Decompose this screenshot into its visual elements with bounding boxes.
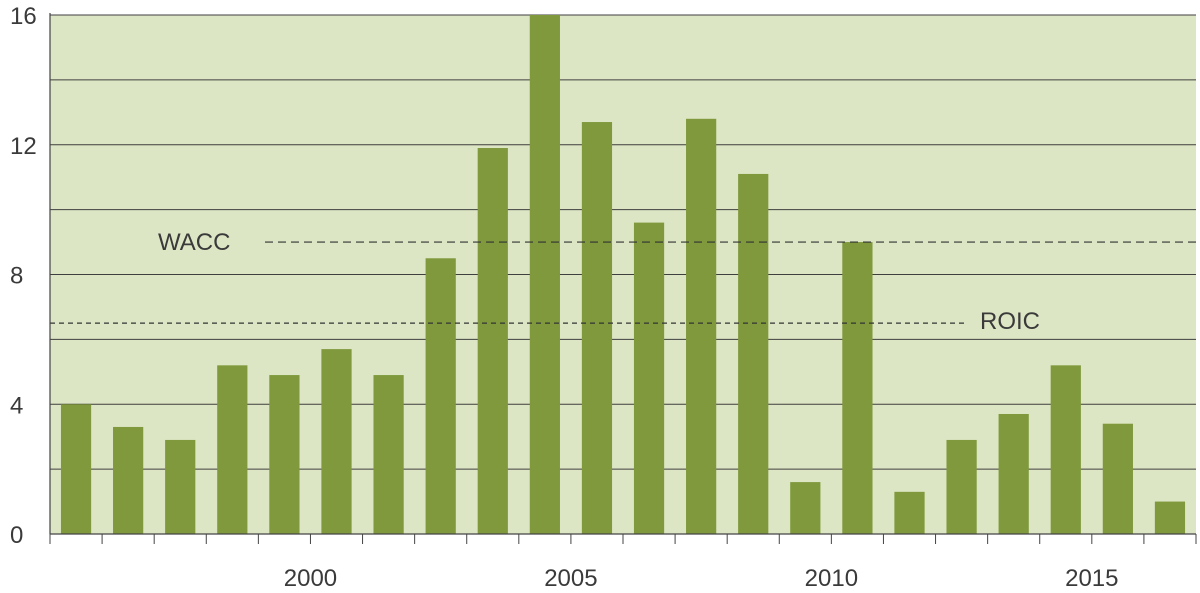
reference-lines: WACC ROIC: [50, 229, 1196, 335]
y-axis-tick-labels: 0 4 8 12 16: [10, 3, 37, 549]
y-tick-label: 4: [10, 392, 23, 419]
bar-2008: [738, 173, 769, 534]
bar-2013: [998, 413, 1029, 534]
bars: [60, 15, 1186, 535]
y-tick-label: 8: [10, 263, 23, 290]
x-tick-label: 2005: [544, 565, 597, 592]
bar-1999: [269, 375, 300, 534]
bar-2001: [373, 375, 404, 534]
bar-2003: [477, 147, 508, 534]
bar-2005: [581, 122, 613, 534]
bar-2016: [1154, 501, 1186, 534]
bar-1997: [165, 439, 196, 534]
x-tick-label: 2010: [805, 565, 858, 592]
y-tick-label: 12: [10, 133, 37, 160]
bar-2010: [842, 242, 873, 534]
y-tick-label: 0: [10, 522, 23, 549]
bar-2000: [321, 349, 352, 534]
bar-2006: [633, 222, 665, 534]
roic-label: ROIC: [980, 308, 1040, 335]
bar-2014: [1050, 365, 1081, 534]
bar-2012: [946, 439, 977, 534]
bar-1998: [217, 365, 248, 534]
wacc-label: WACC: [158, 229, 230, 256]
bar-2004: [529, 15, 560, 534]
bar-1995: [60, 404, 92, 534]
x-tick-label: 2000: [284, 565, 337, 592]
bar-2015: [1102, 423, 1133, 534]
bar-2009: [790, 482, 821, 534]
bar-2007: [686, 118, 717, 535]
y-tick-label: 16: [10, 3, 37, 30]
bar-2011: [894, 491, 925, 534]
x-axis-tick-labels: 2000 2005 2010 2015: [284, 565, 1119, 592]
bar-1996: [113, 426, 144, 534]
x-tick-label: 2015: [1065, 565, 1118, 592]
bar-2002: [425, 258, 456, 534]
axes: [49, 13, 1197, 544]
